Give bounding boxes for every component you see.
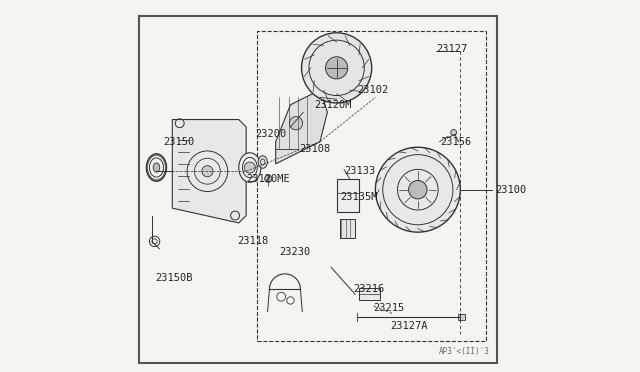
- Circle shape: [289, 116, 303, 130]
- Text: 23230: 23230: [280, 247, 310, 257]
- Ellipse shape: [239, 153, 261, 182]
- Text: 23120M: 23120M: [314, 100, 352, 110]
- Text: 23127: 23127: [436, 44, 468, 54]
- Polygon shape: [276, 90, 328, 164]
- Text: 23118: 23118: [237, 236, 268, 246]
- Text: 23216: 23216: [353, 284, 385, 294]
- Text: 23200: 23200: [255, 129, 287, 139]
- Text: 23120ME: 23120ME: [246, 174, 290, 184]
- Ellipse shape: [153, 163, 160, 172]
- Circle shape: [264, 175, 272, 182]
- Polygon shape: [172, 119, 246, 223]
- Circle shape: [326, 57, 348, 79]
- Text: 23100: 23100: [495, 185, 527, 195]
- Circle shape: [451, 129, 456, 135]
- Circle shape: [244, 162, 255, 173]
- Bar: [458, 314, 465, 320]
- Bar: [257, 31, 486, 341]
- Text: AP3'<(II)'3: AP3'<(II)'3: [439, 347, 490, 356]
- Text: 23150B: 23150B: [156, 273, 193, 283]
- Text: 23133: 23133: [344, 166, 375, 176]
- Ellipse shape: [258, 156, 268, 168]
- Text: 23215: 23215: [374, 303, 404, 313]
- Text: 23150: 23150: [163, 137, 195, 147]
- Bar: [340, 219, 355, 238]
- Circle shape: [408, 180, 427, 199]
- Circle shape: [202, 166, 213, 177]
- Bar: [337, 179, 359, 212]
- Circle shape: [301, 33, 372, 103]
- Bar: [359, 288, 380, 301]
- Text: 23108: 23108: [300, 144, 331, 154]
- Circle shape: [376, 147, 460, 232]
- Text: 23127A: 23127A: [390, 321, 428, 331]
- Text: 23156: 23156: [440, 137, 471, 147]
- Text: 23135M: 23135M: [340, 192, 378, 202]
- Text: 23102: 23102: [357, 85, 388, 95]
